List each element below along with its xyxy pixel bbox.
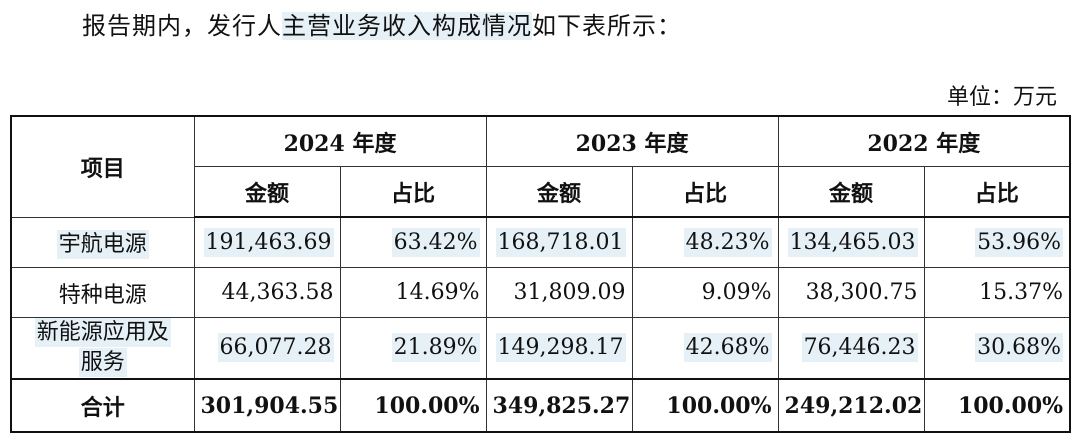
cell-amount: 191,463.69 [193,216,341,268]
header-year-2024: 2024 年度 [193,115,487,167]
header-item: 项目 [10,115,195,218]
header-ratio: 占比 [923,166,1071,218]
header-ratio: 占比 [631,166,779,218]
cell-ratio: 14.69% [339,267,487,318]
total-ratio: 100.00% [339,378,487,433]
cell-amount: 134,465.03 [777,216,925,268]
header-year-2022: 2022 年度 [777,115,1071,167]
intro-text-after: 如下表所示： [532,12,682,40]
header-row-sub: 金额 占比 金额 占比 金额 占比 [11,166,1071,218]
total-label: 合计 [10,378,195,433]
row-label: 特种电源 [10,267,195,318]
cell-amount: 168,718.01 [485,216,633,268]
intro-paragraph: 报告期内，发行人主营业务收入构成情况如下表所示： [82,8,682,44]
cell-amount: 149,298.17 [485,317,633,380]
cell-amount: 76,446.23 [777,317,925,380]
table-row: 宇航电源 191,463.69 63.42% 168,718.01 48.23%… [10,216,1071,268]
cell-ratio: 15.37% [923,267,1071,318]
total-amount: 301,904.55 [193,378,341,433]
total-amount: 349,825.27 [485,378,633,433]
cell-amount: 66,077.28 [193,317,341,380]
cell-ratio: 48.23% [631,216,779,268]
cell-ratio: 42.68% [631,317,779,380]
row-label: 新能源应用及 服务 [10,317,195,380]
row-label: 宇航电源 [10,216,195,268]
header-row-years: 项目 2024 年度 2023 年度 2022 年度 [10,115,1071,218]
table-row: 特种电源 44,363.58 14.69% 31,809.09 9.09% 38… [10,267,1071,318]
intro-text-before: 报告期内，发行人 [82,12,282,40]
cell-ratio: 21.89% [339,317,487,380]
unit-label: 单位：万元 [946,85,1057,110]
cell-ratio: 9.09% [631,267,779,318]
total-amount: 249,212.02 [777,378,925,433]
header-year-2023: 2023 年度 [485,115,779,167]
cell-ratio: 30.68% [923,317,1071,380]
cell-amount: 38,300.75 [777,267,925,318]
header-amount: 金额 [777,166,925,218]
table-row: 新能源应用及 服务 66,077.28 21.89% 149,298.17 42.… [10,317,1071,380]
total-ratio: 100.00% [631,378,779,433]
header-ratio: 占比 [339,166,487,218]
total-ratio: 100.00% [923,378,1071,433]
cell-amount: 31,809.09 [485,267,633,318]
header-amount: 金额 [485,166,633,218]
cell-amount: 44,363.58 [193,267,341,318]
cell-ratio: 63.42% [339,216,487,268]
header-amount: 金额 [193,166,341,218]
intro-text-highlight: 主营业务收入构成情况 [282,12,532,40]
cell-ratio: 53.96% [923,216,1071,268]
total-row: 合计 301,904.55 100.00% 349,825.27 100.00%… [10,378,1071,433]
revenue-composition-table: 项目 2024 年度 2023 年度 2022 年度 金额 占比 金额 占比 金… [10,115,1072,433]
